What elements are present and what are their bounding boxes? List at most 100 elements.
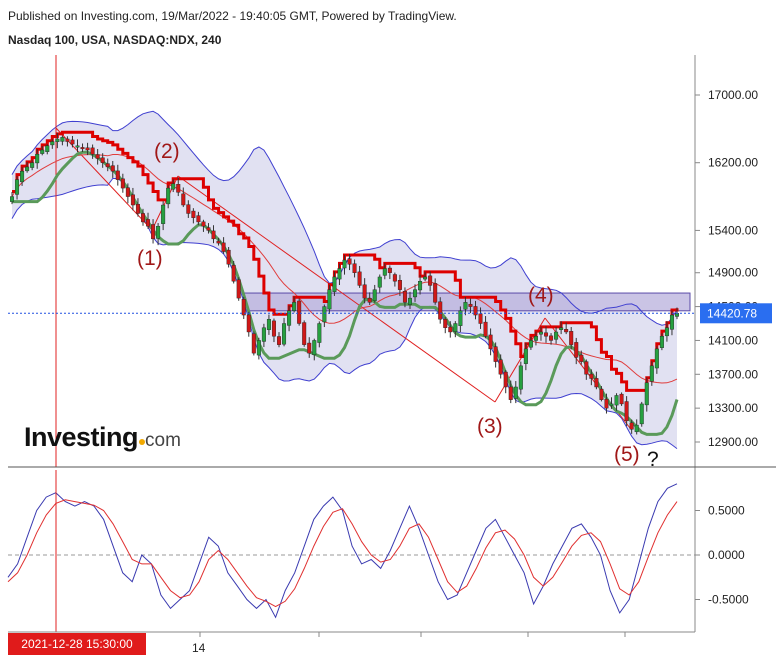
- wave-label: (5): [614, 443, 640, 466]
- candle: [488, 328, 493, 356]
- candle: [397, 274, 402, 296]
- candle: [332, 271, 337, 296]
- candle: [629, 419, 634, 434]
- wave-line: [177, 175, 496, 403]
- date-cursor-tag: 2021-12-28 15:30:00: [8, 633, 146, 655]
- candle: [402, 287, 407, 308]
- candle: [584, 359, 589, 380]
- candle: [644, 377, 649, 412]
- candle: [307, 337, 312, 358]
- candle: [418, 274, 423, 295]
- investing-logo: Investing com: [24, 422, 181, 453]
- candle: [261, 323, 266, 348]
- candle: [478, 307, 483, 329]
- candle: [135, 198, 140, 217]
- candle: [468, 298, 473, 314]
- bollinger-band: [12, 111, 677, 449]
- candle: [413, 284, 418, 302]
- candle: [423, 272, 428, 282]
- candle: [508, 380, 513, 404]
- candle: [347, 253, 352, 271]
- candle: [277, 332, 282, 348]
- candle: [322, 304, 327, 328]
- candle: [100, 153, 105, 168]
- candle: [80, 143, 85, 152]
- candle: [382, 263, 387, 280]
- candle: [241, 296, 246, 320]
- candle: [513, 381, 518, 404]
- candle: [428, 271, 433, 292]
- candle: [327, 284, 332, 314]
- candle: [201, 219, 206, 232]
- osc-tick-label: -0.5000: [708, 593, 749, 607]
- candle: [554, 327, 559, 344]
- candle: [166, 185, 171, 209]
- candle: [407, 291, 412, 309]
- candle: [20, 167, 25, 186]
- logo-suffix: com: [145, 430, 181, 451]
- candle: [337, 263, 342, 285]
- candle: [251, 331, 256, 356]
- candle: [30, 160, 35, 171]
- candle: [574, 337, 579, 365]
- candle: [458, 306, 463, 333]
- candle: [120, 173, 125, 193]
- candle: [236, 277, 241, 301]
- y-tick-label: 15400.00: [708, 223, 758, 237]
- candle: [493, 342, 498, 368]
- candle: [302, 320, 307, 347]
- candle: [387, 265, 392, 280]
- candle: [342, 254, 347, 275]
- candle: [146, 212, 151, 229]
- candle: [60, 135, 65, 146]
- candle: [140, 208, 145, 226]
- candle: [226, 246, 231, 268]
- candle: [196, 211, 201, 226]
- published-header: Published on Investing.com, 19/Mar/2022 …: [8, 9, 457, 23]
- y-tick-label: 17000.00: [708, 88, 758, 102]
- candle: [312, 338, 317, 361]
- candle: [9, 192, 14, 205]
- candle: [85, 142, 90, 156]
- candle: [367, 292, 372, 305]
- candle: [65, 136, 70, 147]
- candle: [438, 297, 443, 324]
- y-tick-label: 14900.00: [708, 266, 758, 280]
- logo-word: Investing: [24, 422, 139, 452]
- candle: [176, 177, 181, 197]
- oscillator-axis: 0.5000 0.0000 -0.5000: [695, 504, 749, 607]
- price-panel: (1) (2) (3) (4) (5)?: [8, 55, 695, 471]
- candle: [372, 284, 377, 303]
- candle: [216, 237, 221, 246]
- candle: [589, 369, 594, 386]
- candle: [463, 296, 468, 316]
- price-axis: 17000.0016200.0015400.0014900.0014500.00…: [695, 88, 758, 449]
- candle: [45, 143, 50, 155]
- oscillator-line-blue: [7, 483, 678, 619]
- wave-label: (4): [528, 284, 554, 307]
- oscillator-panel: [7, 470, 695, 632]
- x-tick-label: 14: [192, 641, 206, 655]
- candle: [151, 219, 156, 244]
- candle: [287, 305, 292, 332]
- candle: [443, 317, 448, 334]
- candle: [624, 396, 629, 427]
- candle: [40, 145, 45, 156]
- candle: [609, 397, 614, 409]
- candle: [544, 326, 549, 343]
- candle: [211, 225, 216, 244]
- candle: [453, 321, 458, 338]
- candle: [110, 160, 115, 178]
- candle: [105, 158, 110, 172]
- candle: [246, 311, 251, 337]
- candle: [292, 296, 297, 313]
- candle: [231, 260, 236, 284]
- candle: [25, 162, 30, 173]
- candle: [15, 176, 20, 200]
- y-tick-label: 13700.00: [708, 367, 758, 381]
- candle: [35, 149, 40, 169]
- wave-label: (2): [154, 140, 180, 163]
- candle: [523, 342, 528, 371]
- candle: [549, 333, 554, 345]
